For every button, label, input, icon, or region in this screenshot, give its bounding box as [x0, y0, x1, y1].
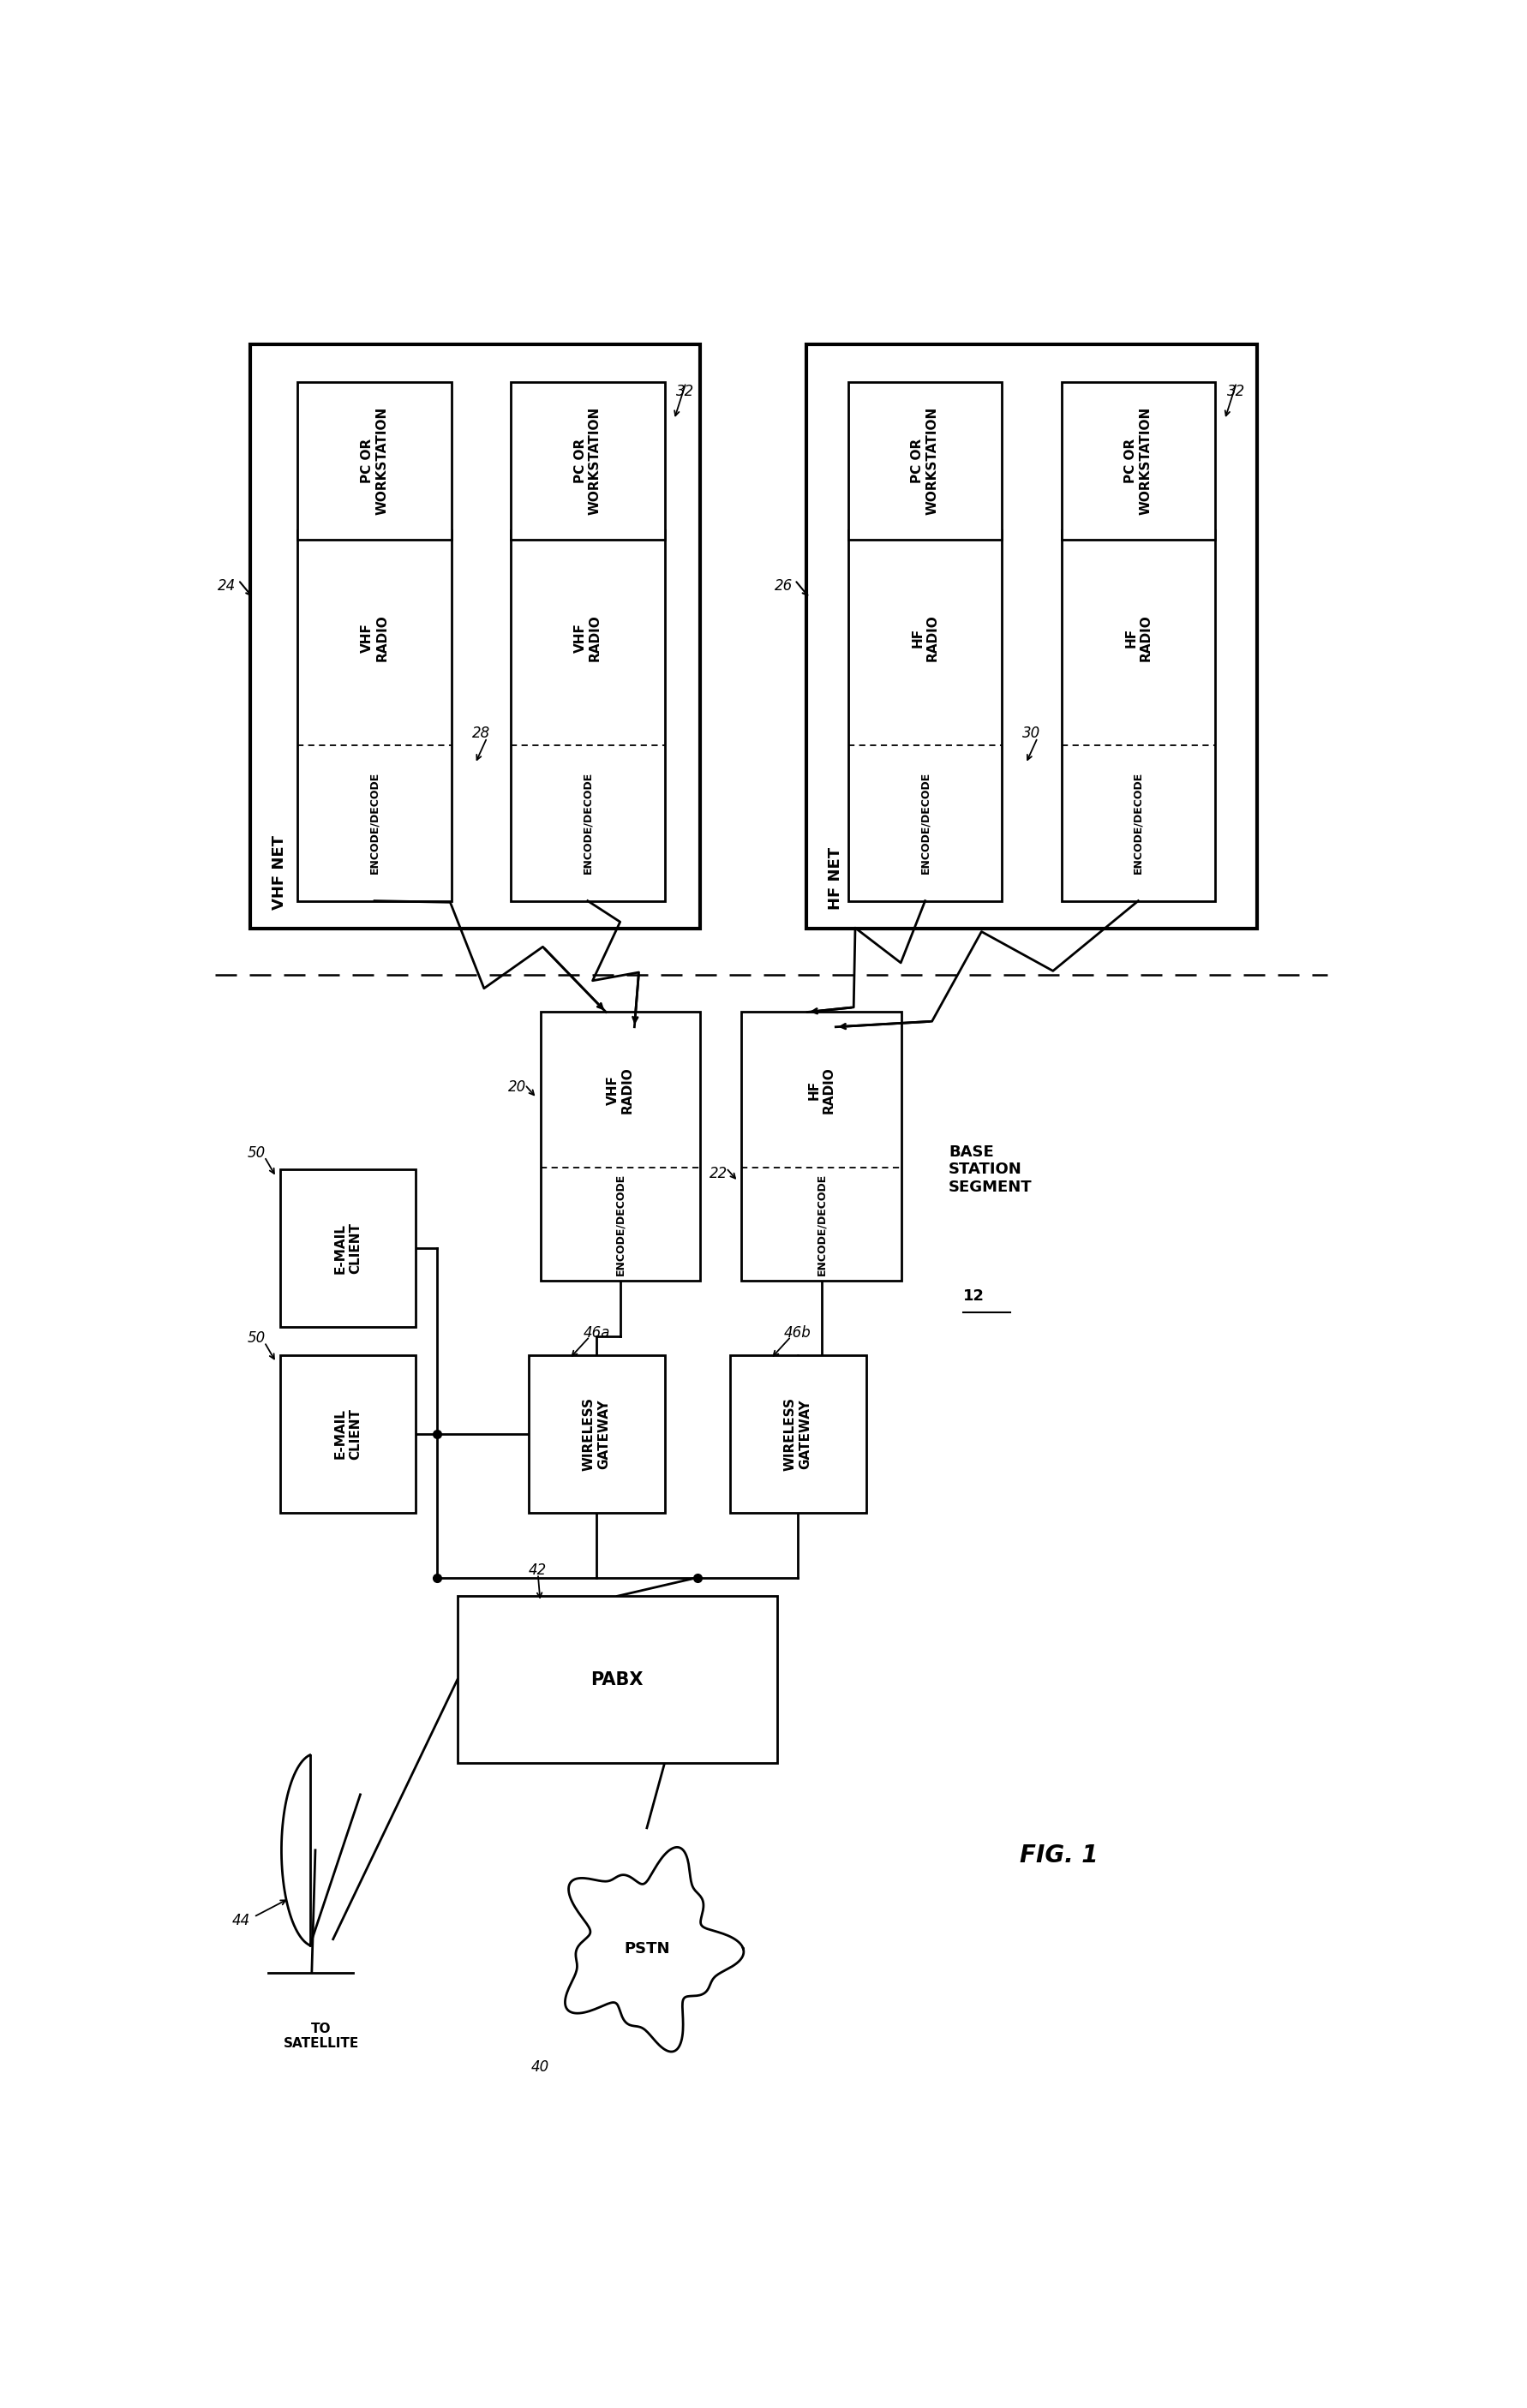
Polygon shape	[281, 1755, 310, 1946]
Bar	[1061, 383, 1214, 539]
Text: FIG. 1: FIG. 1	[1020, 1845, 1098, 1869]
Bar	[510, 530, 664, 901]
Text: HF
RADIO: HF RADIO	[808, 1067, 835, 1112]
Text: 50: 50	[247, 1329, 266, 1346]
Bar	[806, 344, 1257, 929]
Bar	[298, 383, 452, 539]
Text: WIRELESS
GATEWAY: WIRELESS GATEWAY	[582, 1397, 611, 1471]
Bar	[457, 1597, 777, 1763]
Text: PC OR
WORKSTATION: PC OR WORKSTATION	[1124, 407, 1151, 515]
Text: TO
SATELLITE: TO SATELLITE	[284, 2023, 359, 2049]
Text: WIRELESS
GATEWAY: WIRELESS GATEWAY	[783, 1397, 811, 1471]
Polygon shape	[565, 1847, 744, 2052]
Text: 40: 40	[531, 2059, 550, 2076]
Text: VHF
RADIO: VHF RADIO	[360, 614, 388, 660]
Text: 28: 28	[472, 725, 490, 742]
Text: 26: 26	[774, 578, 793, 592]
Bar	[730, 1356, 866, 1512]
Bar	[250, 344, 699, 929]
Text: 46a: 46a	[583, 1324, 609, 1341]
Text: ENCODE/DECODE: ENCODE/DECODE	[815, 1173, 826, 1276]
Text: 42: 42	[528, 1563, 547, 1577]
Text: ENCODE/DECODE: ENCODE/DECODE	[582, 773, 592, 874]
Bar	[541, 1011, 699, 1281]
Text: HF NET: HF NET	[828, 848, 843, 910]
Text: 22: 22	[709, 1165, 727, 1180]
Bar	[279, 1356, 415, 1512]
Text: VHF
RADIO: VHF RADIO	[606, 1067, 634, 1112]
Text: E-MAIL
CLIENT: E-MAIL CLIENT	[334, 1223, 362, 1274]
Text: PABX: PABX	[591, 1671, 643, 1688]
Bar	[847, 383, 1002, 539]
Text: PSTN: PSTN	[623, 1941, 669, 1955]
Bar	[741, 1011, 901, 1281]
Text: 44: 44	[232, 1912, 250, 1929]
Text: BASE
STATION
SEGMENT: BASE STATION SEGMENT	[948, 1144, 1032, 1194]
Text: HF
RADIO: HF RADIO	[1124, 614, 1151, 660]
Text: PC OR
WORKSTATION: PC OR WORKSTATION	[910, 407, 939, 515]
Text: ENCODE/DECODE: ENCODE/DECODE	[919, 773, 930, 874]
Text: ENCODE/DECODE: ENCODE/DECODE	[368, 773, 380, 874]
Text: ENCODE/DECODE: ENCODE/DECODE	[614, 1173, 626, 1276]
Text: 46b: 46b	[783, 1324, 811, 1341]
Bar	[510, 383, 664, 539]
Text: 32: 32	[676, 385, 695, 400]
Text: ENCODE/DECODE: ENCODE/DECODE	[1132, 773, 1144, 874]
Bar	[528, 1356, 664, 1512]
Text: PC OR
WORKSTATION: PC OR WORKSTATION	[574, 407, 602, 515]
Bar	[1061, 530, 1214, 901]
Text: HF
RADIO: HF RADIO	[910, 614, 939, 660]
Text: VHF
RADIO: VHF RADIO	[574, 614, 602, 660]
Bar	[279, 1170, 415, 1327]
Text: 50: 50	[247, 1144, 266, 1161]
Text: E-MAIL
CLIENT: E-MAIL CLIENT	[334, 1409, 362, 1459]
Text: VHF NET: VHF NET	[272, 836, 287, 910]
Text: 24: 24	[218, 578, 235, 592]
Bar	[847, 530, 1002, 901]
Text: 32: 32	[1226, 385, 1245, 400]
Text: 20: 20	[507, 1079, 525, 1096]
Bar	[298, 530, 452, 901]
Text: 12: 12	[962, 1288, 983, 1303]
Text: PC OR
WORKSTATION: PC OR WORKSTATION	[360, 407, 388, 515]
Text: 30: 30	[1022, 725, 1040, 742]
